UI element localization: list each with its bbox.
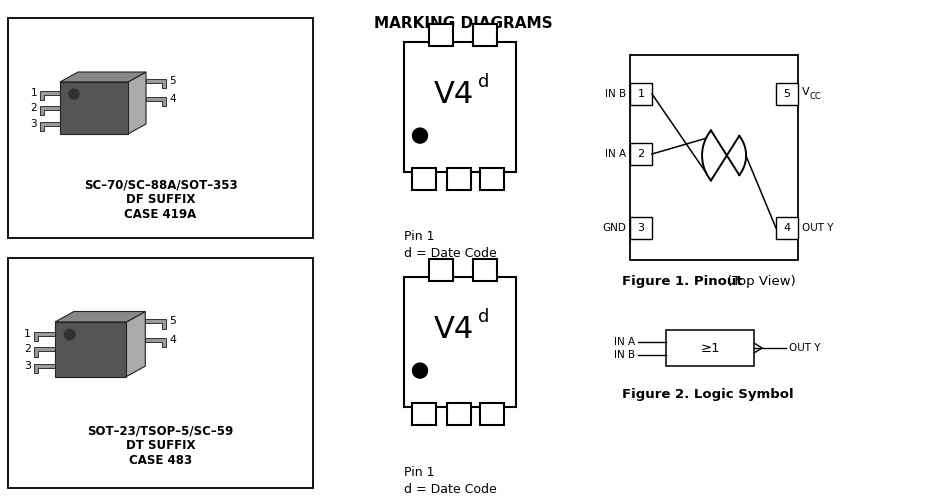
Text: DF SUFFIX: DF SUFFIX — [126, 193, 195, 206]
Text: OUT Y: OUT Y — [802, 223, 833, 233]
Bar — [404, 42, 516, 172]
Text: V4: V4 — [434, 80, 474, 109]
Text: IN B: IN B — [614, 350, 635, 360]
Polygon shape — [34, 347, 55, 357]
Polygon shape — [40, 92, 60, 100]
Bar — [404, 277, 516, 407]
Text: d = Date Code: d = Date Code — [404, 483, 496, 496]
Bar — [666, 330, 754, 366]
Circle shape — [412, 128, 428, 143]
Text: 4: 4 — [783, 223, 791, 233]
Text: GND: GND — [602, 223, 626, 233]
Bar — [473, 24, 497, 46]
Text: d: d — [478, 73, 489, 91]
Bar — [630, 217, 652, 239]
Text: 3: 3 — [637, 223, 644, 233]
Text: V4: V4 — [434, 315, 474, 344]
Polygon shape — [60, 82, 128, 134]
Bar — [8, 258, 313, 488]
Circle shape — [412, 363, 428, 378]
Text: ≥1: ≥1 — [700, 342, 720, 355]
Circle shape — [69, 89, 79, 99]
Text: (Top View): (Top View) — [727, 275, 795, 288]
Text: 2: 2 — [24, 344, 31, 354]
Text: Figure 2. Logic Symbol: Figure 2. Logic Symbol — [622, 388, 794, 401]
Circle shape — [65, 329, 75, 340]
Polygon shape — [146, 79, 166, 88]
Polygon shape — [127, 312, 145, 377]
Bar — [776, 83, 798, 105]
Polygon shape — [146, 97, 166, 106]
Text: MARKING DIAGRAMS: MARKING DIAGRAMS — [374, 16, 552, 31]
Text: 3: 3 — [31, 119, 37, 129]
Text: 1: 1 — [24, 329, 31, 339]
Text: DT SUFFIX: DT SUFFIX — [126, 439, 195, 452]
Text: Figure 1. Pinout: Figure 1. Pinout — [622, 275, 743, 288]
Text: CASE 483: CASE 483 — [129, 454, 192, 467]
Text: 4: 4 — [169, 335, 176, 345]
Bar — [481, 403, 504, 425]
Text: IN B: IN B — [605, 89, 626, 99]
Bar — [630, 83, 652, 105]
Text: 1: 1 — [637, 89, 644, 99]
Text: V: V — [802, 87, 809, 97]
Text: IN A: IN A — [614, 337, 635, 347]
Bar — [429, 259, 453, 281]
Text: 2: 2 — [637, 149, 644, 159]
Text: SOT–23/TSOP–5/SC–59: SOT–23/TSOP–5/SC–59 — [87, 424, 233, 437]
Polygon shape — [128, 72, 146, 134]
Polygon shape — [34, 364, 55, 373]
Text: Pin 1: Pin 1 — [404, 230, 434, 243]
Text: 5: 5 — [169, 76, 176, 86]
Text: d: d — [478, 308, 489, 326]
Bar — [412, 403, 436, 425]
Polygon shape — [145, 319, 167, 329]
Bar — [481, 168, 504, 190]
Bar — [412, 168, 436, 190]
Polygon shape — [34, 332, 55, 341]
Polygon shape — [55, 322, 127, 377]
Bar — [473, 259, 497, 281]
Polygon shape — [60, 72, 146, 82]
Polygon shape — [40, 106, 60, 115]
Bar — [429, 24, 453, 46]
Polygon shape — [40, 122, 60, 131]
Text: 5: 5 — [169, 316, 176, 326]
Text: Pin 1: Pin 1 — [404, 466, 434, 479]
Text: 4: 4 — [169, 94, 176, 104]
Text: d = Date Code: d = Date Code — [404, 247, 496, 260]
Text: OUT Y: OUT Y — [789, 343, 820, 353]
Text: CASE 419A: CASE 419A — [124, 208, 196, 221]
Bar — [446, 403, 470, 425]
Bar — [8, 18, 313, 238]
Text: CC: CC — [809, 92, 820, 101]
Polygon shape — [145, 338, 167, 347]
Bar — [630, 55, 798, 260]
Text: 5: 5 — [783, 89, 791, 99]
Bar — [446, 168, 470, 190]
Text: 2: 2 — [31, 103, 37, 113]
Text: 1: 1 — [31, 89, 37, 98]
Text: 3: 3 — [24, 361, 31, 371]
Polygon shape — [55, 312, 145, 322]
Bar — [776, 217, 798, 239]
Text: IN A: IN A — [605, 149, 626, 159]
Text: SC–70/SC–88A/SOT–353: SC–70/SC–88A/SOT–353 — [83, 178, 237, 191]
Bar — [630, 143, 652, 165]
